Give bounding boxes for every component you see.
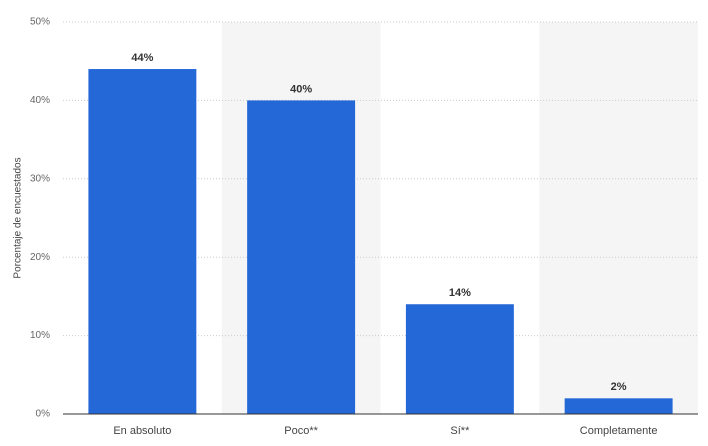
- y-tick-label: 50%: [30, 17, 50, 28]
- bar: [88, 69, 197, 414]
- y-axis-label: Porcentaje de encuestados: [13, 157, 24, 278]
- y-tick-label: 40%: [30, 95, 50, 106]
- band-shade: [539, 22, 698, 414]
- bar: [405, 304, 514, 414]
- value-label: 2%: [611, 381, 627, 393]
- bar: [247, 100, 356, 415]
- x-tick-label: Sí**: [450, 425, 470, 437]
- x-tick-label: Completamente: [580, 425, 658, 437]
- value-label: 40%: [290, 83, 312, 95]
- y-tick-label: 20%: [30, 252, 50, 263]
- x-tick-label: En absoluto: [113, 425, 171, 437]
- value-label: 14%: [449, 287, 471, 299]
- y-tick-label: 30%: [30, 173, 50, 184]
- value-label: 44%: [131, 52, 153, 64]
- bar: [564, 398, 673, 414]
- y-tick-label: 10%: [30, 330, 50, 341]
- y-tick-label: 0%: [36, 409, 51, 420]
- x-tick-label: Poco**: [284, 425, 318, 437]
